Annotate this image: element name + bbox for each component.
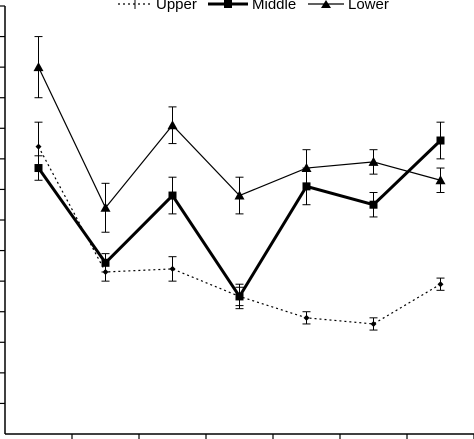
data-point [437, 281, 444, 288]
data-point [35, 143, 42, 150]
series-lower [33, 36, 446, 233]
series-middle [34, 121, 445, 310]
data-point [370, 320, 377, 327]
data-point [101, 258, 110, 267]
data-point [167, 120, 178, 130]
data-point [435, 175, 446, 185]
chart-series [33, 36, 446, 331]
data-point [301, 163, 312, 173]
data-point [234, 190, 245, 200]
legend-label-lower: Lower [348, 0, 389, 13]
data-point [169, 265, 176, 272]
data-point [235, 292, 244, 301]
legend-label-middle: Middle [252, 0, 296, 13]
legend-label-upper: Upper [156, 0, 197, 13]
data-point [100, 202, 111, 212]
legend-marker-middle [224, 0, 232, 8]
data-point [303, 314, 310, 321]
data-point [33, 62, 44, 72]
data-point [436, 136, 445, 145]
legend-marker-lower [321, 0, 331, 8]
data-point [368, 156, 379, 166]
data-point [168, 191, 177, 200]
data-point [369, 200, 378, 209]
chart-axes [0, 5, 474, 439]
chart-legend: Upper Middle Lower [118, 0, 389, 13]
data-point [34, 164, 43, 173]
